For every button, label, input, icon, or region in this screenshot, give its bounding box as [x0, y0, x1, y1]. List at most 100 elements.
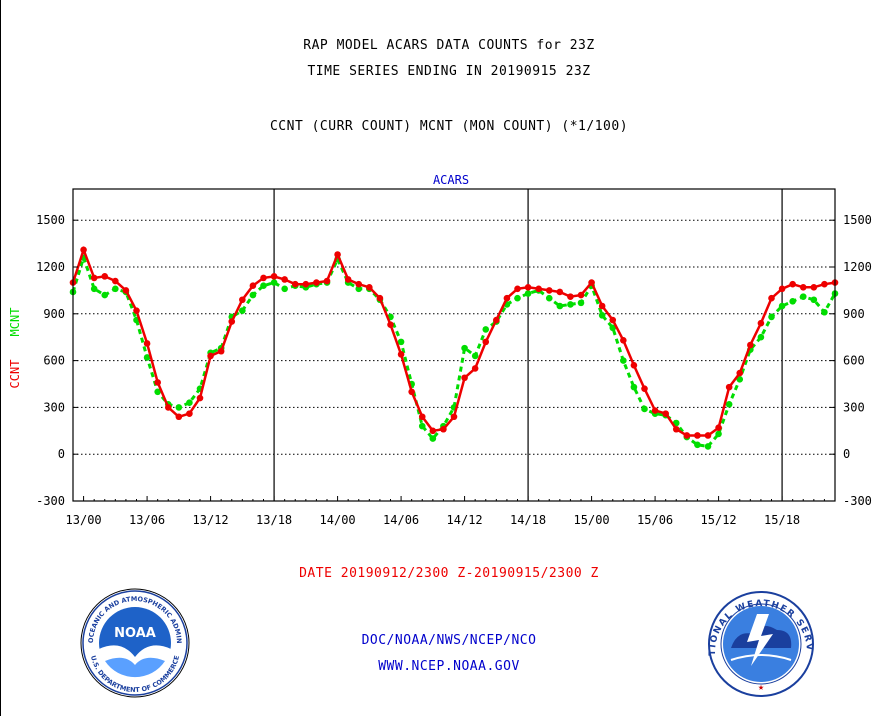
- data-point-mcnt: [355, 285, 363, 293]
- y-tick-label-left: 300: [43, 400, 65, 414]
- data-point-mcnt: [260, 282, 267, 290]
- data-point-ccnt: [651, 407, 659, 414]
- data-point-mcnt: [620, 357, 627, 364]
- data-point-ccnt: [609, 316, 617, 324]
- data-point-mcnt: [810, 296, 818, 304]
- data-point-ccnt: [186, 410, 193, 417]
- chart-title-line-1: RAP MODEL ACARS DATA COUNTS for 23Z: [303, 38, 595, 53]
- data-point-ccnt: [810, 283, 818, 291]
- data-point-mcnt: [418, 422, 426, 430]
- series-layer: [69, 246, 839, 450]
- data-point-ccnt: [418, 413, 426, 421]
- footer-org-line: DOC/NOAA/NWS/NCEP/NCO: [361, 633, 537, 648]
- data-point-ccnt: [175, 413, 183, 421]
- data-point-mcnt: [778, 302, 786, 310]
- data-point-ccnt: [757, 319, 765, 327]
- data-point-mcnt: [725, 400, 733, 408]
- data-point-mcnt: [768, 313, 775, 321]
- y-axis-label-ccnt: CCNT: [8, 360, 22, 389]
- data-point-ccnt: [164, 404, 172, 411]
- data-point-ccnt: [588, 279, 595, 286]
- data-point-mcnt: [429, 435, 437, 442]
- data-point-ccnt: [662, 410, 669, 417]
- y-tick-label-right: 1500: [843, 213, 872, 227]
- data-point-ccnt: [387, 321, 394, 329]
- data-point-mcnt: [821, 308, 828, 316]
- data-point-ccnt: [355, 280, 363, 288]
- y-tick-label-right: 900: [843, 307, 865, 321]
- x-tick-label: 15/12: [701, 513, 737, 527]
- data-point-ccnt: [725, 383, 733, 391]
- data-point-ccnt: [397, 351, 405, 358]
- data-point-ccnt: [122, 287, 130, 294]
- x-tick-label: 15/00: [574, 513, 610, 527]
- x-tick-label: 14/18: [510, 513, 546, 527]
- data-point-ccnt: [154, 379, 161, 386]
- chart-subtitle: CCNT (CURR COUNT) MCNT (MON COUNT) (*1/1…: [269, 119, 629, 134]
- data-point-ccnt: [90, 274, 98, 282]
- data-point-mcnt: [598, 312, 606, 319]
- data-point-ccnt: [408, 388, 415, 396]
- data-point-ccnt: [672, 425, 680, 433]
- footer-url-line: WWW.NCEP.NOAA.GOV: [378, 659, 520, 674]
- data-point-ccnt: [493, 316, 500, 324]
- data-point-mcnt: [545, 294, 553, 302]
- data-point-ccnt: [683, 432, 691, 439]
- data-point-ccnt: [260, 274, 267, 282]
- data-point-ccnt: [768, 294, 775, 302]
- grid-layer: [73, 189, 835, 501]
- data-point-mcnt: [736, 376, 744, 383]
- y-tick-label-left: 0: [58, 447, 65, 461]
- x-tick-label: 15/06: [637, 513, 673, 527]
- data-point-ccnt: [207, 352, 214, 360]
- data-point-mcnt: [112, 285, 119, 293]
- data-point-mcnt: [630, 383, 638, 391]
- data-point-mcnt: [281, 285, 288, 293]
- data-point-ccnt: [778, 285, 786, 293]
- data-point-ccnt: [217, 347, 225, 355]
- data-point-ccnt: [715, 424, 722, 431]
- data-point-ccnt: [503, 294, 511, 302]
- data-point-ccnt: [747, 341, 754, 349]
- x-tick-label: 13/12: [193, 513, 229, 527]
- data-point-ccnt: [736, 369, 744, 377]
- data-point-mcnt: [461, 344, 468, 352]
- data-point-mcnt: [609, 324, 617, 332]
- data-point-mcnt: [556, 302, 564, 310]
- data-point-ccnt: [789, 280, 796, 288]
- data-point-ccnt: [450, 413, 458, 421]
- data-point-mcnt: [175, 404, 183, 411]
- data-point-mcnt: [715, 430, 722, 438]
- x-tick-label: 14/12: [447, 513, 483, 527]
- data-point-ccnt: [694, 432, 701, 439]
- data-point-ccnt: [313, 279, 320, 286]
- data-point-ccnt: [270, 273, 278, 280]
- x-tick-label: 14/00: [320, 513, 356, 527]
- data-point-mcnt: [514, 294, 521, 302]
- data-point-ccnt: [334, 251, 341, 258]
- date-range-label: DATE 20190912/2300 Z-20190915/2300 Z: [299, 566, 599, 581]
- y-tick-label-left: 900: [43, 307, 65, 321]
- data-point-ccnt: [101, 273, 109, 280]
- data-point-ccnt: [249, 282, 257, 290]
- data-point-ccnt: [133, 307, 140, 314]
- y-tick-label-left: -300: [36, 494, 65, 508]
- chart-title-line-2: TIME SERIES ENDING IN 20190915 23Z: [307, 64, 591, 79]
- data-point-ccnt: [344, 276, 352, 283]
- x-tick-label: 13/18: [256, 513, 292, 527]
- data-point-mcnt: [143, 354, 151, 361]
- data-point-ccnt: [291, 280, 299, 288]
- data-point-mcnt: [270, 279, 278, 286]
- y-tick-label-left: 1200: [36, 260, 65, 274]
- data-point-mcnt: [799, 293, 807, 300]
- y-tick-label-right: 300: [843, 400, 865, 414]
- data-point-mcnt: [482, 326, 490, 333]
- data-point-mcnt: [249, 291, 257, 299]
- data-point-ccnt: [567, 293, 574, 300]
- y-tick-label-right: 600: [843, 354, 865, 368]
- data-point-mcnt: [154, 388, 161, 396]
- data-point-mcnt: [397, 338, 405, 346]
- data-point-ccnt: [482, 338, 490, 346]
- data-point-mcnt: [524, 290, 532, 297]
